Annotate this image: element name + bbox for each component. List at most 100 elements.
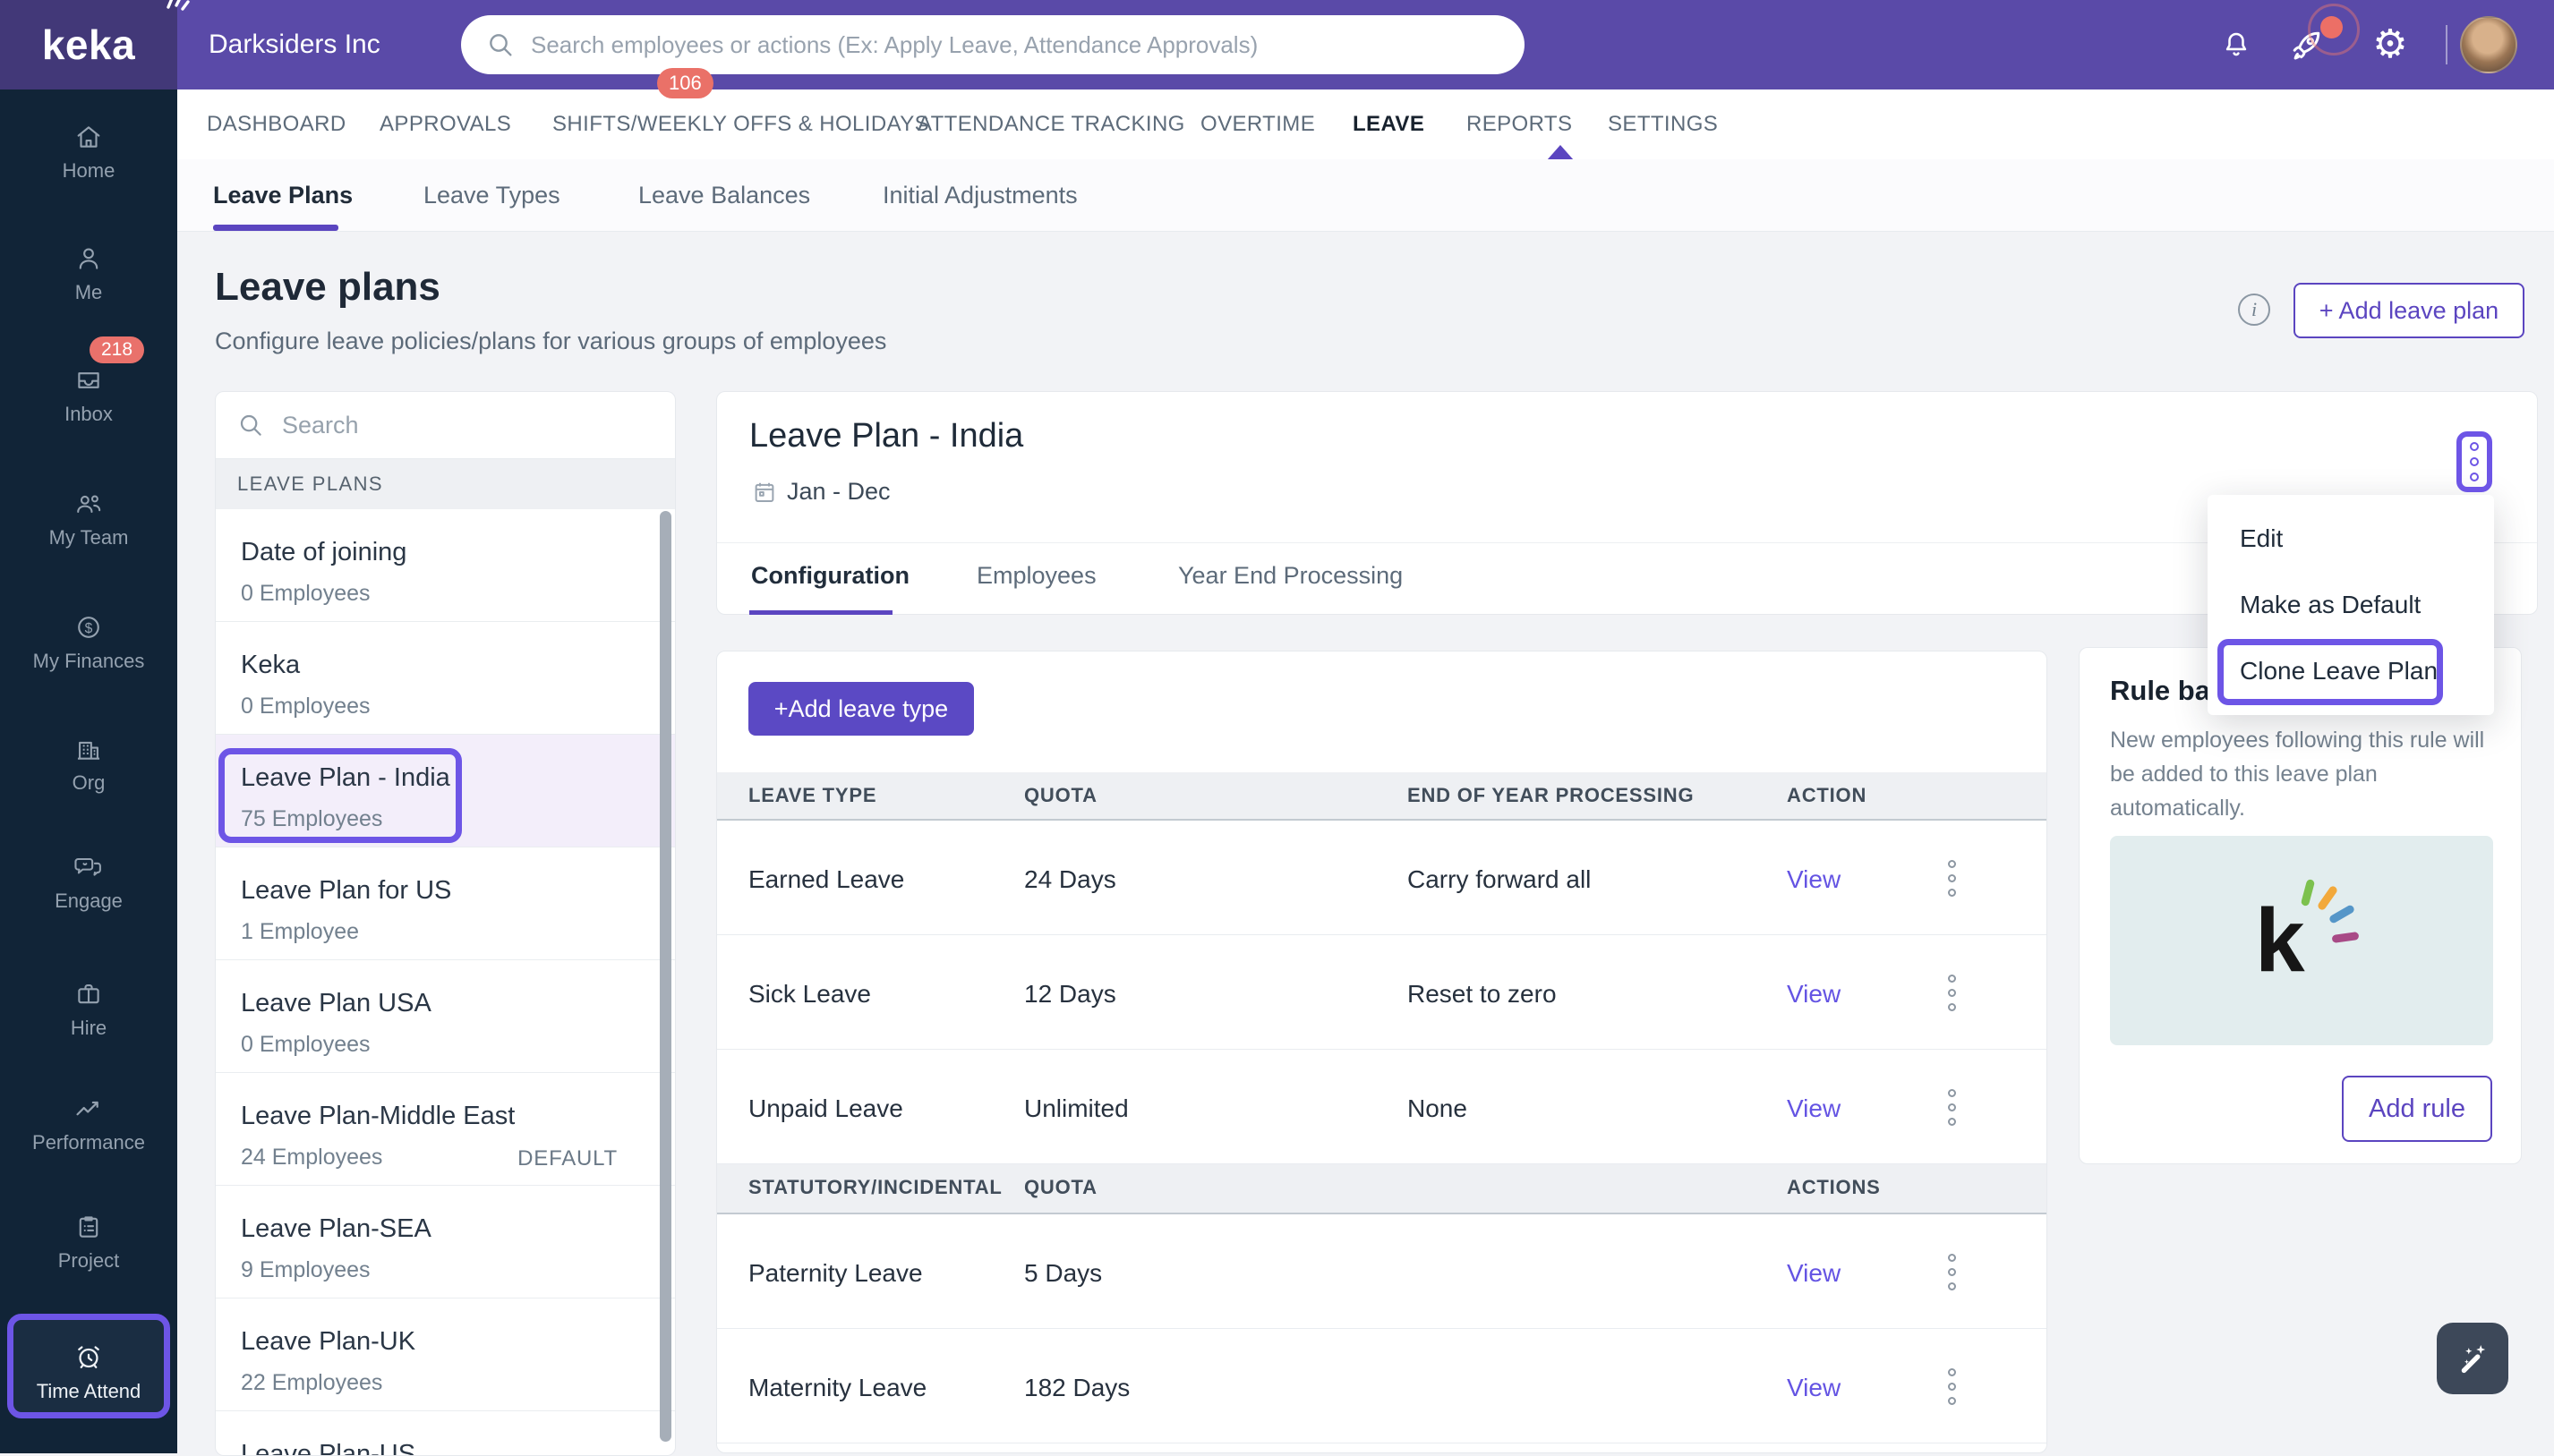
rule-empty-illustration: k <box>2110 836 2493 1045</box>
active-subtab-underline <box>213 225 338 231</box>
clone-menu-item-annotation <box>2217 639 2443 705</box>
team-icon <box>77 495 101 514</box>
clipboard-icon <box>79 1216 98 1238</box>
calendar-icon <box>755 482 774 502</box>
row-kebab-icon[interactable] <box>1948 860 1956 897</box>
plan-options-kebab-annotation <box>2456 431 2492 492</box>
tab-approvals[interactable]: APPROVALS <box>380 112 512 136</box>
plans-search[interactable] <box>216 392 675 459</box>
sidebar-item-my-team[interactable]: My Team <box>0 489 177 549</box>
plan-list-item[interactable]: Leave Plan for US 1 Employee <box>216 847 675 960</box>
global-search-input[interactable] <box>529 30 1499 60</box>
tab-overtime[interactable]: OVERTIME <box>1200 112 1316 136</box>
sidebar-item-my-finances[interactable]: $ My Finances <box>0 612 177 673</box>
menu-item-clone-leave-plan[interactable]: Clone Leave Plan <box>2240 657 2439 685</box>
company-name: Darksiders Inc <box>209 30 380 59</box>
table-row: Paternity Leave 5 Days View <box>717 1214 2046 1329</box>
view-link[interactable]: View <box>1787 1259 1841 1287</box>
sidebar-item-time-attend[interactable]: Time Attend <box>0 1341 177 1403</box>
leave-plans-panel: LEAVE PLANS Date of joining 0 Employees … <box>215 391 676 1456</box>
plans-list-scrollbar[interactable] <box>660 511 671 1442</box>
plan-list-item[interactable]: Leave Plan-US <box>241 1440 416 1456</box>
inbox-count-badge: 218 <box>90 336 145 363</box>
subtab-initial-adjustments[interactable]: Initial Adjustments <box>883 182 1078 209</box>
default-plan-tag: DEFAULT <box>517 1146 618 1171</box>
page-subtitle: Configure leave policies/plans for vario… <box>215 328 887 354</box>
app-logo[interactable]: keka <box>0 0 190 89</box>
table-row: Earned Leave 24 Days Carry forward all V… <box>717 821 2046 935</box>
sidebar-item-org[interactable]: Org <box>0 734 177 795</box>
row-kebab-icon[interactable] <box>1948 1089 1956 1126</box>
settings-gear-icon[interactable]: ⚙ <box>2372 22 2408 66</box>
building-icon <box>77 741 100 760</box>
plans-list-header: LEAVE PLANS <box>216 459 675 509</box>
magic-assistant-fab[interactable] <box>2437 1323 2508 1394</box>
plan-options-kebab-icon[interactable] <box>2470 442 2479 481</box>
tab-employees[interactable]: Employees <box>977 562 1097 589</box>
rocket-badge-halo <box>2308 4 2360 55</box>
rule-assignment-card: Rule based assignment New employees foll… <box>2079 647 2522 1164</box>
tab-year-end-processing[interactable]: Year End Processing <box>1178 562 1404 589</box>
leave-types-card: +Add leave type LEAVE TYPE QUOTA END OF … <box>716 651 2047 1453</box>
sidebar-item-inbox[interactable]: Inbox <box>0 365 177 426</box>
dollar-circle-icon: $ <box>78 617 99 638</box>
add-leave-type-button[interactable]: +Add leave type <box>748 682 974 736</box>
tab-shifts[interactable]: SHIFTS/WEEKLY OFFS & HOLIDAYS <box>552 112 930 136</box>
sidebar-item-home[interactable]: Home <box>0 122 177 183</box>
tab-leave[interactable]: LEAVE <box>1353 112 1425 136</box>
search-icon <box>490 34 512 56</box>
row-kebab-icon[interactable] <box>1948 975 1956 1011</box>
subtab-leave-balances[interactable]: Leave Balances <box>638 182 811 209</box>
plan-title: Leave Plan - India <box>749 417 1024 455</box>
user-avatar[interactable] <box>2460 16 2517 73</box>
plan-list-item[interactable]: Leave Plan-UK 22 Employees <box>216 1298 675 1411</box>
sidebar-item-engage[interactable]: Engage <box>0 852 177 913</box>
add-leave-plan-button[interactable]: + Add leave plan <box>2293 283 2524 338</box>
plan-list-item[interactable]: Leave Plan-Middle East 24 Employees DEFA… <box>216 1073 675 1186</box>
topbar-divider <box>2446 25 2447 64</box>
leave-subnav: Leave Plans Leave Types Leave Balances I… <box>177 159 2554 232</box>
menu-item-edit[interactable]: Edit <box>2240 524 2284 552</box>
tab-attendance-tracking[interactable]: ATTENDANCE TRACKING <box>918 112 1185 136</box>
sidebar-item-project[interactable]: Project <box>0 1212 177 1273</box>
plans-search-input[interactable] <box>280 410 653 440</box>
plan-list-item[interactable]: Keka 0 Employees <box>216 622 675 735</box>
menu-item-make-default[interactable]: Make as Default <box>2240 591 2422 618</box>
person-icon <box>79 248 98 269</box>
keka-k-logo: k <box>2248 878 2360 994</box>
search-icon <box>240 414 261 436</box>
sidebar-item-hire[interactable]: Hire <box>0 979 177 1040</box>
selected-plan-annotation <box>218 748 462 843</box>
statutory-table-header: STATUTORY/INCIDENTAL QUOTA ACTIONS <box>717 1164 2046 1214</box>
plan-list-item[interactable]: Leave Plan-SEA 9 Employees <box>216 1186 675 1298</box>
inbox-icon <box>78 372 99 388</box>
active-tab-indicator <box>1547 145 1574 160</box>
approvals-count-badge: 106 <box>657 68 713 98</box>
home-icon <box>77 126 100 148</box>
view-link[interactable]: View <box>1787 980 1841 1008</box>
subtab-leave-plans[interactable]: Leave Plans <box>213 182 354 209</box>
top-bar: keka Darksiders Inc ⚙ <box>0 0 2554 89</box>
plan-list-item[interactable]: Date of joining 0 Employees <box>216 509 675 622</box>
subtab-leave-types[interactable]: Leave Types <box>423 182 560 209</box>
tab-configuration[interactable]: Configuration <box>751 562 910 589</box>
table-row: Unpaid Leave Unlimited None View <box>717 1050 2046 1164</box>
view-link[interactable]: View <box>1787 865 1841 893</box>
view-link[interactable]: View <box>1787 1374 1841 1401</box>
plan-list-item[interactable]: Leave Plan USA 0 Employees <box>216 960 675 1073</box>
row-kebab-icon[interactable] <box>1948 1254 1956 1290</box>
table-row: Sick Leave 12 Days Reset to zero View <box>717 935 2046 1050</box>
sidebar-item-me[interactable]: Me <box>0 243 177 304</box>
tab-settings[interactable]: SETTINGS <box>1608 112 1719 136</box>
tab-reports[interactable]: REPORTS <box>1466 112 1573 136</box>
notifications-bell-icon[interactable] <box>2218 0 2254 89</box>
keka-logo-text: keka <box>41 21 136 68</box>
row-kebab-icon[interactable] <box>1948 1368 1956 1405</box>
table-row: Maternity Leave 182 Days View <box>717 1329 2046 1443</box>
global-search[interactable] <box>461 15 1525 74</box>
sidebar-item-performance[interactable]: Performance <box>0 1094 177 1154</box>
view-link[interactable]: View <box>1787 1094 1841 1122</box>
info-icon[interactable]: i <box>2238 294 2270 326</box>
add-rule-button[interactable]: Add rule <box>2342 1076 2492 1142</box>
tab-dashboard[interactable]: DASHBOARD <box>207 112 346 136</box>
